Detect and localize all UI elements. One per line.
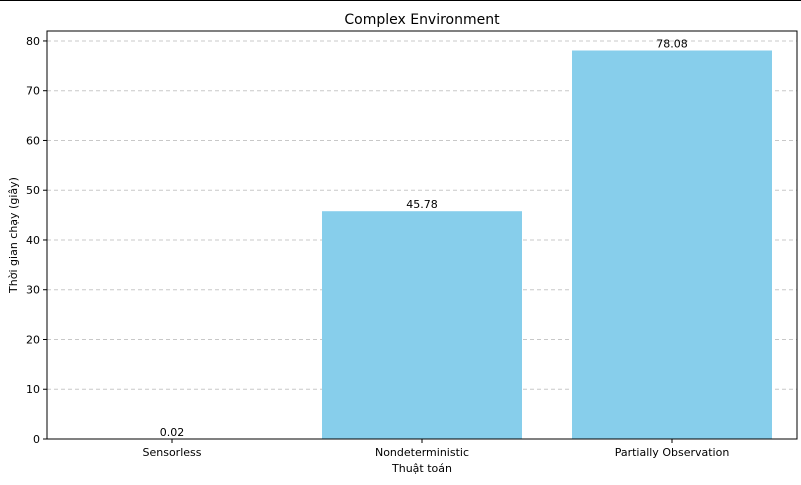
- data-labels: 0.02 45.78 78.08: [160, 38, 688, 439]
- y-tick-label-6: 60: [26, 134, 40, 147]
- window-top-border: [0, 0, 801, 1]
- x-ticks: Sensorless Nondeterministic Partially Obse…: [143, 439, 730, 459]
- y-tick-label-7: 70: [26, 85, 40, 98]
- chart-title: Complex Environment: [344, 12, 500, 28]
- y-tick-label-2: 20: [26, 333, 40, 346]
- y-tick-label-5: 50: [26, 184, 40, 197]
- y-tick-label-3: 30: [26, 284, 40, 297]
- bar-1: [322, 211, 522, 439]
- y-tick-label-4: 40: [26, 234, 40, 247]
- data-label-2: 78.08: [656, 38, 688, 51]
- x-tick-label-1: Nondeterministic: [375, 446, 469, 459]
- y-ticks: 0 10 20 30 40 50 60 70 80: [26, 35, 47, 446]
- data-label-0: 0.02: [160, 426, 185, 439]
- y-axis-label: Thời gian chạy (giây): [7, 177, 20, 294]
- data-label-1: 45.78: [406, 198, 438, 211]
- x-tick-label-0: Sensorless: [143, 446, 202, 459]
- bar-2: [572, 50, 772, 439]
- y-tick-label-8: 80: [26, 35, 40, 48]
- y-tick-label-1: 10: [26, 383, 40, 396]
- bars: [72, 50, 772, 439]
- x-tick-label-2: Partially Observation: [615, 446, 730, 459]
- x-axis-label: Thuật toán: [391, 462, 452, 475]
- y-tick-label-0: 0: [33, 433, 40, 446]
